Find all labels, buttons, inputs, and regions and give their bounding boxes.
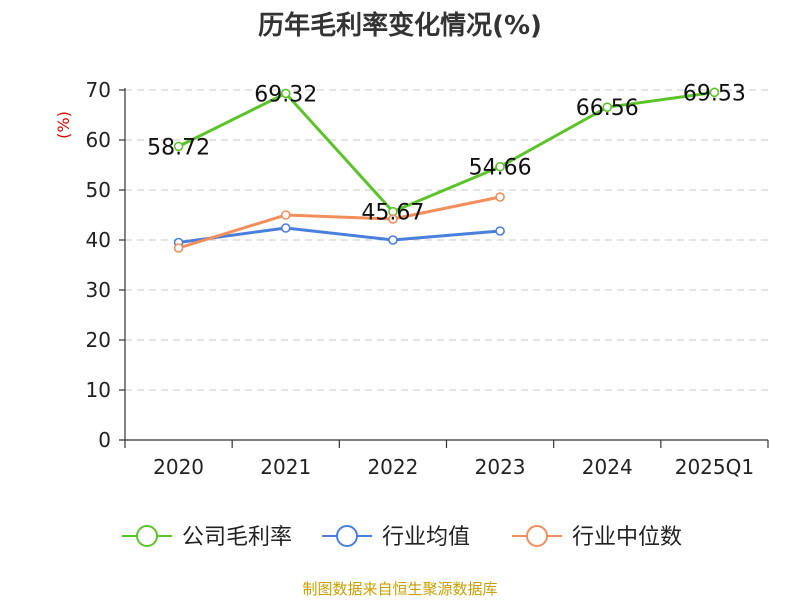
data-point xyxy=(602,102,613,112)
series-line xyxy=(178,226,501,244)
data-point xyxy=(495,161,505,172)
data-point xyxy=(388,235,398,245)
y-axis-unit: (%) xyxy=(54,111,73,139)
y-tick-label: 70 xyxy=(86,78,111,102)
data-label: 54.66 xyxy=(469,156,532,181)
grid xyxy=(125,89,768,391)
source-note: 制图数据来自恒生聚源数据库 xyxy=(302,580,497,598)
legend: 公司毛利率 行业均值 行业中位数 xyxy=(122,525,682,550)
y-tick-label: 30 xyxy=(86,278,111,302)
series-line xyxy=(177,90,715,214)
legend-label: 行业中位数 xyxy=(572,525,682,550)
x-tick-label: 2023 xyxy=(475,455,526,479)
data-point xyxy=(173,141,184,152)
chart-title: 历年毛利率变化情况(%) xyxy=(258,10,542,41)
y-tick-label: 0 xyxy=(98,428,111,452)
data-point xyxy=(709,87,720,98)
legend-swatch-marker xyxy=(526,525,548,547)
data-label: 58.72 xyxy=(147,135,210,160)
legend-item[interactable]: 行业均值 xyxy=(322,525,470,550)
data-point xyxy=(280,88,291,99)
series-line xyxy=(178,195,501,250)
data-label: 45.67 xyxy=(361,201,424,226)
series xyxy=(173,87,720,253)
legend-item[interactable]: 行业中位数 xyxy=(512,525,682,550)
data-point xyxy=(280,210,291,220)
y-tick-label: 40 xyxy=(86,228,111,252)
legend-label: 行业均值 xyxy=(382,525,470,550)
data-point xyxy=(495,226,505,236)
data-point xyxy=(388,214,398,224)
data-label: 69.32 xyxy=(254,82,317,107)
y-tick-label: 50 xyxy=(86,178,111,202)
data-label: 69.53 xyxy=(683,81,746,106)
x-tick-label: 2022 xyxy=(367,455,418,479)
y-tick-label: 10 xyxy=(86,378,111,402)
y-tick-label: 60 xyxy=(86,128,111,152)
data-point xyxy=(495,192,505,202)
x-tick-label: 2021 xyxy=(260,455,311,479)
legend-item[interactable]: 公司毛利率 xyxy=(122,525,292,550)
data-labels: 58.72 69.32 45.67 54.66 66.56 69.53 xyxy=(147,81,746,225)
axes: 0 10 20 30 40 50 60 70 2020 2021 2022 2023 2024 2025Q… xyxy=(86,78,769,479)
data-point xyxy=(173,243,184,253)
x-tick-label: 2024 xyxy=(582,455,633,479)
x-tick-label: 2020 xyxy=(153,455,204,479)
y-tick-label: 20 xyxy=(86,328,111,352)
legend-swatch-marker xyxy=(136,525,158,547)
legend-swatch-marker xyxy=(336,525,358,547)
data-point xyxy=(280,223,291,233)
data-label: 66.56 xyxy=(576,96,639,121)
x-tick-label: 2025Q1 xyxy=(675,455,754,479)
legend-label: 公司毛利率 xyxy=(182,525,292,550)
